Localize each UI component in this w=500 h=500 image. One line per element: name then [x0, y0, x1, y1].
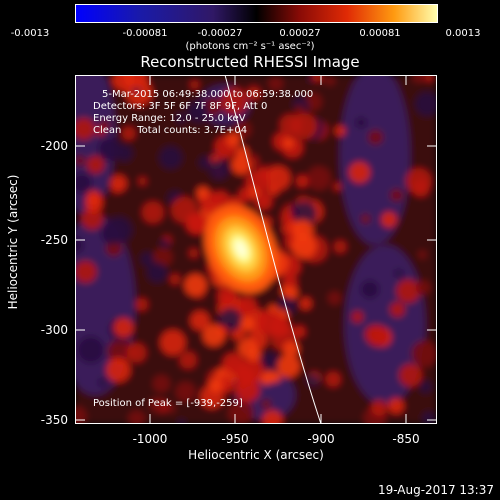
colorbar-tick-4: 0.00027 [279, 28, 321, 39]
x-tick-2: -950 [221, 432, 249, 446]
x-tick-4: -850 [392, 432, 420, 446]
time-range-text: 5-Mar-2015 06:49:38.000 to 06:59:38.000 [102, 89, 314, 100]
colorbar-units: (photons cm⁻² s⁻¹ asec⁻²) [185, 41, 315, 52]
y-tick-2: -250 [40, 233, 68, 247]
plot-title: Reconstructed RHESSI Image [140, 53, 360, 71]
y-axis-label: Heliocentric Y (arcsec) [6, 174, 20, 310]
peak-position-text: Position of Peak = [-939,-259] [93, 398, 243, 409]
energy-range-text: Energy Range: 12.0 - 25.0 keV [93, 113, 246, 124]
x-axis-label: Heliocentric X (arcsec) [188, 448, 324, 462]
detectors-text: Detectors: 3F 5F 6F 7F 8F 9F, Att 0 [93, 101, 268, 112]
colorbar-tick-1: -0.0013 [10, 28, 50, 39]
clean-counts-text: Clean Total counts: 3.7E+04 [93, 125, 248, 136]
y-tick-1: -200 [40, 139, 68, 153]
colorbar [75, 4, 438, 23]
colorbar-tick-5: 0.00081 [359, 28, 401, 39]
solar-limb-line [224, 75, 322, 424]
timestamp: 19-Aug-2017 13:37 [377, 483, 494, 497]
x-tick-1: -1000 [132, 432, 168, 446]
colorbar-tick-2: -0.00081 [122, 28, 168, 39]
rhessi-image [75, 75, 437, 424]
y-tick-4: -350 [40, 413, 68, 427]
colorbar-tick-6: 0.0013 [445, 28, 481, 39]
y-tick-3: -300 [40, 323, 68, 337]
axis-ticks [75, 75, 437, 424]
plot-frame [75, 75, 437, 424]
colorbar-tick-3: -0.00027 [197, 28, 243, 39]
x-tick-3: -900 [307, 432, 335, 446]
